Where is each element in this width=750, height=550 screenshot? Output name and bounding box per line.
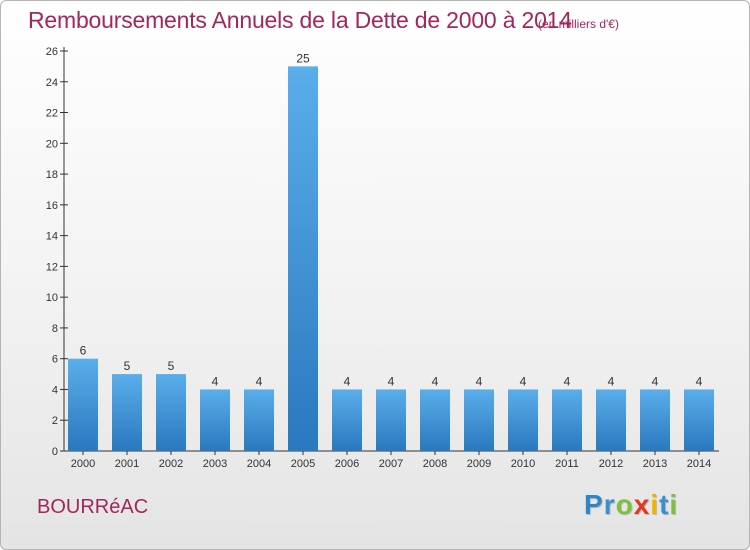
bar-value-label: 4 bbox=[344, 374, 351, 388]
y-tick-label: 22 bbox=[46, 108, 58, 120]
logo-letter: P bbox=[584, 489, 604, 520]
y-tick-label: 8 bbox=[52, 323, 58, 335]
bar-value-label: 4 bbox=[432, 374, 439, 388]
logo-letter: i bbox=[650, 489, 660, 520]
bar-2002 bbox=[156, 374, 186, 451]
x-tick-label: 2000 bbox=[71, 458, 95, 470]
bar-2013 bbox=[640, 389, 670, 451]
y-tick-label: 14 bbox=[46, 231, 58, 243]
y-tick-label: 24 bbox=[46, 77, 58, 89]
bar-2003 bbox=[200, 389, 230, 451]
bar-2006 bbox=[332, 389, 362, 451]
x-tick-label: 2010 bbox=[511, 458, 535, 470]
bar-2008 bbox=[420, 389, 450, 451]
x-tick-label: 2002 bbox=[159, 458, 183, 470]
bar-2001 bbox=[112, 374, 142, 451]
logo-letter: x bbox=[633, 489, 651, 520]
bar-2014 bbox=[684, 389, 714, 451]
commune-name: BOURRéAC bbox=[37, 496, 149, 518]
y-tick-label: 2 bbox=[52, 415, 58, 427]
bar-value-label: 4 bbox=[564, 374, 571, 388]
x-tick-label: 2001 bbox=[115, 458, 139, 470]
y-tick-label: 18 bbox=[46, 169, 58, 181]
bar-2012 bbox=[596, 389, 626, 451]
proxiti-logo: Proxiti bbox=[584, 489, 678, 521]
y-tick-label: 20 bbox=[46, 138, 58, 150]
x-tick-label: 2003 bbox=[203, 458, 227, 470]
x-tick-label: 2004 bbox=[247, 458, 271, 470]
y-tick-label: 6 bbox=[52, 354, 58, 366]
bar-2007 bbox=[376, 389, 406, 451]
bar-2011 bbox=[552, 389, 582, 451]
x-tick-label: 2005 bbox=[291, 458, 315, 470]
logo-letter: i bbox=[669, 489, 679, 520]
bar-2000 bbox=[68, 358, 98, 451]
bar-value-label: 25 bbox=[296, 51, 310, 65]
bar-2005 bbox=[288, 66, 318, 451]
bar-value-label: 4 bbox=[212, 374, 219, 388]
bar-value-label: 4 bbox=[696, 374, 703, 388]
x-tick-label: 2008 bbox=[423, 458, 447, 470]
bar-2004 bbox=[244, 389, 274, 451]
y-tick-label: 4 bbox=[52, 384, 58, 396]
chart-subtitle: (en milliers d'€) bbox=[538, 17, 619, 31]
chart-title: Remboursements Annuels de la Dette de 20… bbox=[28, 7, 572, 33]
x-tick-label: 2009 bbox=[467, 458, 491, 470]
logo-letter: r bbox=[603, 489, 616, 520]
bar-value-label: 5 bbox=[168, 359, 175, 373]
bar-2009 bbox=[464, 389, 494, 451]
bar-2010 bbox=[508, 389, 538, 451]
logo-letter: t bbox=[659, 489, 670, 520]
bar-value-label: 4 bbox=[652, 374, 659, 388]
logo-letter: o bbox=[615, 489, 634, 520]
y-tick-label: 12 bbox=[46, 261, 58, 273]
x-tick-label: 2014 bbox=[687, 458, 711, 470]
y-tick-label: 10 bbox=[46, 292, 58, 304]
y-tick-label: 26 bbox=[46, 46, 58, 58]
bar-value-label: 4 bbox=[608, 374, 615, 388]
bar-value-label: 4 bbox=[476, 374, 483, 388]
bar-value-label: 4 bbox=[520, 374, 527, 388]
x-tick-label: 2007 bbox=[379, 458, 403, 470]
x-tick-label: 2011 bbox=[555, 458, 579, 470]
x-tick-label: 2013 bbox=[643, 458, 667, 470]
x-tick-label: 2006 bbox=[335, 458, 359, 470]
bar-value-label: 4 bbox=[388, 374, 395, 388]
y-tick-label: 0 bbox=[52, 446, 58, 458]
y-tick-label: 16 bbox=[46, 200, 58, 212]
x-tick-label: 2012 bbox=[599, 458, 623, 470]
bar-value-label: 4 bbox=[256, 374, 263, 388]
bar-value-label: 5 bbox=[124, 359, 131, 373]
bar-value-label: 6 bbox=[80, 344, 87, 358]
